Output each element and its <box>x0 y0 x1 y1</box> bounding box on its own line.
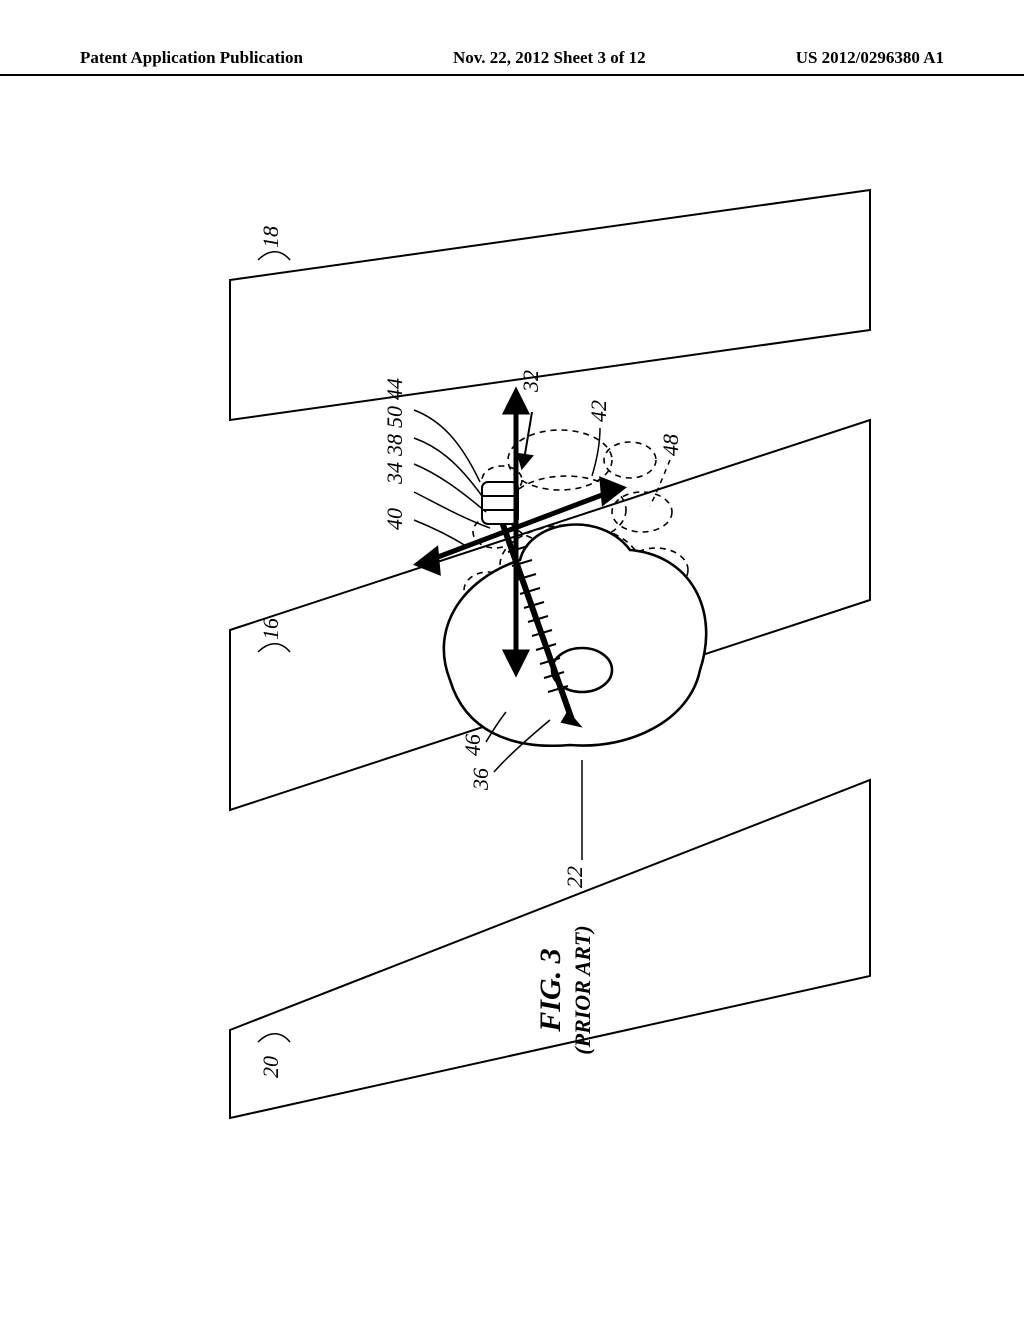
caption-sub: (PRIOR ART) <box>570 925 595 1054</box>
ref-46: 46 <box>460 734 485 756</box>
plane-leaders <box>258 252 290 1042</box>
ref-38: 38 <box>382 434 407 457</box>
ref-16: 16 <box>258 618 283 640</box>
ref-44: 44 <box>382 378 407 400</box>
drawing-rotated: 18 16 20 44 50 38 34 40 32 42 48 46 36 2… <box>230 190 870 1118</box>
page-header: Patent Application Publication Nov. 22, … <box>0 48 1024 76</box>
ref-20: 20 <box>258 1056 283 1078</box>
ref-32: 32 <box>518 370 543 393</box>
plane-top <box>230 190 870 420</box>
caption-main: FIG. 3 <box>534 948 567 1032</box>
ref-48: 48 <box>658 434 683 456</box>
ref-22: 22 <box>562 866 587 888</box>
ref-18: 18 <box>258 226 283 248</box>
ref-36: 36 <box>468 768 493 791</box>
figure-caption: FIG. 3 (PRIOR ART) <box>534 925 595 1054</box>
vertebra-front <box>444 525 706 746</box>
ref-40: 40 <box>382 508 407 530</box>
header-right: US 2012/0296380 A1 <box>796 48 944 68</box>
ref-42: 42 <box>586 400 611 422</box>
header-center: Nov. 22, 2012 Sheet 3 of 12 <box>453 48 646 68</box>
header-left: Patent Application Publication <box>80 48 303 68</box>
figure-3: 18 16 20 44 50 38 34 40 32 42 48 46 36 2… <box>130 160 890 1140</box>
ref-50: 50 <box>382 406 407 428</box>
figure-svg: 18 16 20 44 50 38 34 40 32 42 48 46 36 2… <box>130 160 890 1140</box>
ref-34: 34 <box>382 462 407 485</box>
